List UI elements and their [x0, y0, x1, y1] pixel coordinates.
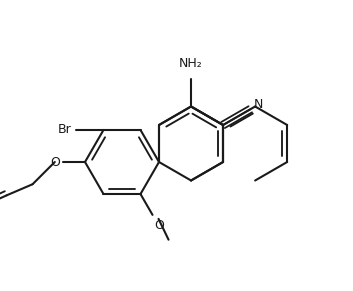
Text: N: N — [253, 98, 263, 111]
Text: NH₂: NH₂ — [179, 57, 203, 70]
Text: O: O — [155, 219, 164, 232]
Text: O: O — [50, 155, 60, 168]
Text: Br: Br — [58, 123, 72, 136]
